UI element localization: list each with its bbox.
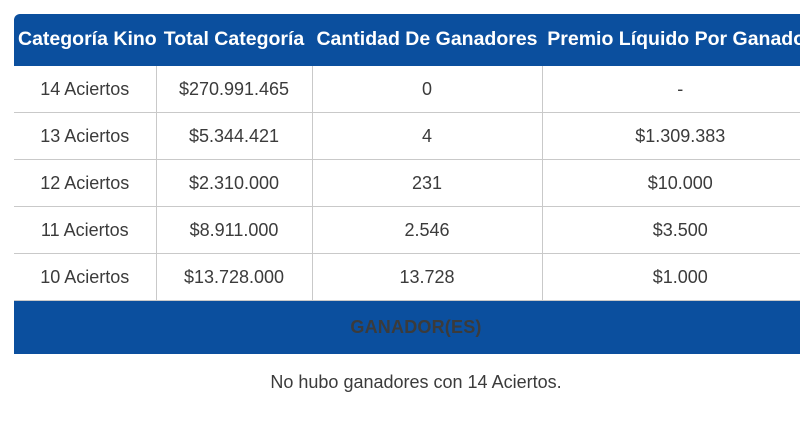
cell-cantidad: 2.546 bbox=[312, 206, 543, 254]
cell-total: $270.991.465 bbox=[156, 66, 313, 113]
cell-cantidad: 13.728 bbox=[312, 253, 543, 301]
table-row: 10 Aciertos $13.728.000 13.728 $1.000 bbox=[14, 253, 800, 301]
table-row: 13 Aciertos $5.344.421 4 $1.309.383 bbox=[14, 112, 800, 160]
cell-total: $5.344.421 bbox=[156, 112, 313, 160]
cell-premio: $1.000 bbox=[542, 253, 800, 301]
winners-note-row: No hubo ganadores con 14 Aciertos. bbox=[14, 354, 800, 412]
column-header-cantidad: Cantidad De Ganadores bbox=[312, 14, 542, 66]
kino-results-table: Categoría Kino Total Categoría Cantidad … bbox=[13, 13, 800, 413]
winners-note-text: No hubo ganadores con 14 Aciertos. bbox=[14, 354, 800, 412]
cell-total: $2.310.000 bbox=[156, 159, 313, 207]
cell-cantidad: 231 bbox=[312, 159, 543, 207]
cell-cantidad: 0 bbox=[312, 66, 543, 113]
cell-categoria: 11 Aciertos bbox=[14, 206, 157, 254]
table-row: 12 Aciertos $2.310.000 231 $10.000 bbox=[14, 159, 800, 207]
cell-categoria: 12 Aciertos bbox=[14, 159, 157, 207]
cell-premio: $1.309.383 bbox=[542, 112, 800, 160]
table-row: 11 Aciertos $8.911.000 2.546 $3.500 bbox=[14, 206, 800, 254]
cell-total: $8.911.000 bbox=[156, 206, 313, 254]
winners-band-row: GANADOR(ES) bbox=[14, 300, 800, 354]
table-header: Categoría Kino Total Categoría Cantidad … bbox=[14, 14, 800, 66]
cell-categoria: 14 Aciertos bbox=[14, 66, 157, 113]
cell-total: $13.728.000 bbox=[156, 253, 313, 301]
table-row: 14 Aciertos $270.991.465 0 - bbox=[14, 66, 800, 113]
cell-categoria: 13 Aciertos bbox=[14, 112, 157, 160]
column-header-total: Total Categoría bbox=[156, 14, 312, 66]
cell-premio: $3.500 bbox=[542, 206, 800, 254]
cell-premio: - bbox=[542, 66, 800, 113]
table-body: 14 Aciertos $270.991.465 0 - 13 Aciertos… bbox=[14, 66, 800, 412]
table-header-row: Categoría Kino Total Categoría Cantidad … bbox=[14, 14, 800, 66]
cell-categoria: 10 Aciertos bbox=[14, 253, 157, 301]
column-header-categoria: Categoría Kino bbox=[14, 14, 157, 66]
winners-band-label: GANADOR(ES) bbox=[14, 300, 800, 354]
column-header-premio: Premio Líquido Por Ganador bbox=[542, 14, 800, 66]
cell-premio: $10.000 bbox=[542, 159, 800, 207]
cell-cantidad: 4 bbox=[312, 112, 543, 160]
